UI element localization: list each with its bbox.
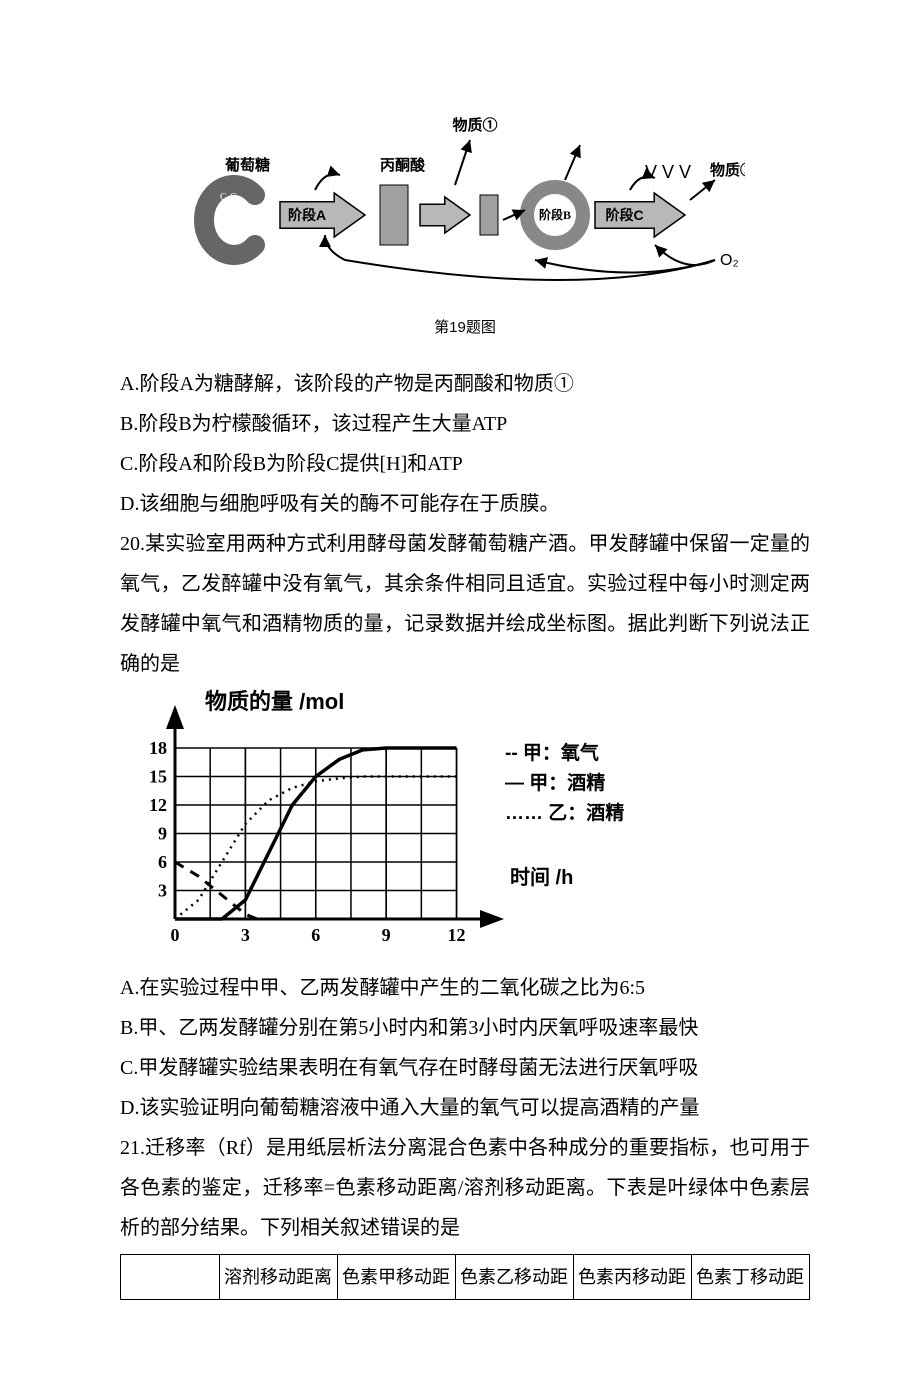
svg-text:时间 /h: 时间 /h xyxy=(510,866,573,889)
q19-choice-b: B.阶段B为柠檬酸循环，该过程产生大量ATP xyxy=(120,404,810,444)
q19-choice-a: A.阶段A为糖酵解，该阶段的产物是丙酮酸和物质① xyxy=(120,364,810,404)
svg-text:V V V: V V V xyxy=(645,162,691,182)
svg-text:…… 乙：酒精: …… 乙：酒精 xyxy=(505,801,624,824)
svg-text:-- 甲：氧气: -- 甲：氧气 xyxy=(505,741,599,764)
table-header-cell xyxy=(121,1255,220,1300)
svg-text:3: 3 xyxy=(158,881,167,901)
q20-choice-c: C.甲发酵罐实验结果表明在有氧气存在时酵母菌无法进行厌氧呼吸 xyxy=(120,1048,810,1088)
q19-figure: 葡萄糖 C-C 阶段A 丙酮酸阶段B 阶段C 物质① V V V 物质② O₂ 第19题图 xyxy=(120,100,810,354)
svg-text:12: 12 xyxy=(149,795,167,815)
q20-choice-b: B.甲、乙两发酵罐分别在第5小时内和第3小时内厌氧呼吸速率最快 xyxy=(120,1008,810,1048)
table-header-cell: 色素丙移动距 xyxy=(574,1255,692,1300)
svg-text:C-C: C-C xyxy=(220,192,237,203)
svg-text:18: 18 xyxy=(149,738,167,758)
svg-text:阶段A: 阶段A xyxy=(288,207,326,223)
q19-choice-d: D.该细胞与细胞呼吸有关的酶不可能存在于质膜。 xyxy=(120,484,810,524)
q20-chart-svg: 物质的量 /mol 0 3 6 9 12 3 6 9 12 15 18 时间 /h -- 甲：氧气 — 甲：… xyxy=(120,684,650,954)
table-header-cell: 色素甲移动距 xyxy=(338,1255,456,1300)
svg-text:第19题图: 第19题图 xyxy=(434,318,496,336)
svg-text:物质②: 物质② xyxy=(710,161,745,179)
svg-text:阶段B: 阶段B xyxy=(539,207,571,222)
document-page: 葡萄糖 C-C 阶段A 丙酮酸阶段B 阶段C 物质① V V V 物质② O₂ 第19题图 A.阶… xyxy=(0,0,920,1380)
q20-stem: 20.某实验室用两种方式利用酵母菌发酵葡萄糖产酒。甲发酵罐中保留一定量的氧气，乙… xyxy=(120,524,810,684)
svg-text:6: 6 xyxy=(158,852,167,872)
q21-table: 溶剂移动距离 色素甲移动距 色素乙移动距 色素丙移动距 色素丁移动距 xyxy=(120,1254,810,1300)
svg-text:物质的量 /mol: 物质的量 /mol xyxy=(205,689,344,714)
q20-chart: 物质的量 /mol 0 3 6 9 12 3 6 9 12 15 18 时间 /h -- 甲：氧气 — 甲：… xyxy=(120,684,810,968)
svg-text:0: 0 xyxy=(171,925,180,945)
table-header-cell: 溶剂移动距离 xyxy=(220,1255,338,1300)
svg-text:葡萄糖: 葡萄糖 xyxy=(224,156,270,174)
q19-diagram-svg: 葡萄糖 C-C 阶段A 丙酮酸阶段B 阶段C 物质① V V V 物质② O₂ 第19题图 xyxy=(185,100,745,340)
svg-text:6: 6 xyxy=(311,925,320,945)
svg-text:15: 15 xyxy=(149,767,167,787)
svg-text:O₂: O₂ xyxy=(720,252,739,269)
q20-choice-a: A.在实验过程中甲、乙两发酵罐中产生的二氧化碳之比为6:5 xyxy=(120,968,810,1008)
table-header-cell: 色素丁移动距 xyxy=(692,1255,810,1300)
svg-text:9: 9 xyxy=(382,925,391,945)
q20-choice-d: D.该实验证明向葡萄糖溶液中通入大量的氧气可以提高酒精的产量 xyxy=(120,1088,810,1128)
table-header-cell: 色素乙移动距 xyxy=(456,1255,574,1300)
svg-text:阶段C: 阶段C xyxy=(606,207,644,223)
svg-text:— 甲：酒精: — 甲：酒精 xyxy=(505,771,605,794)
svg-text:3: 3 xyxy=(241,925,250,945)
svg-text:9: 9 xyxy=(158,824,167,844)
table-header-row: 溶剂移动距离 色素甲移动距 色素乙移动距 色素丙移动距 色素丁移动距 xyxy=(121,1255,810,1300)
svg-text:丙酮酸: 丙酮酸 xyxy=(380,156,426,174)
q21-stem: 21.迁移率（Rf）是用纸层析法分离混合色素中各种成分的重要指标，也可用于各色素… xyxy=(120,1128,810,1248)
q19-choice-c: C.阶段A和阶段B为阶段C提供[H]和ATP xyxy=(120,444,810,484)
svg-text:12: 12 xyxy=(448,925,466,945)
svg-text:物质①: 物质① xyxy=(452,116,497,134)
